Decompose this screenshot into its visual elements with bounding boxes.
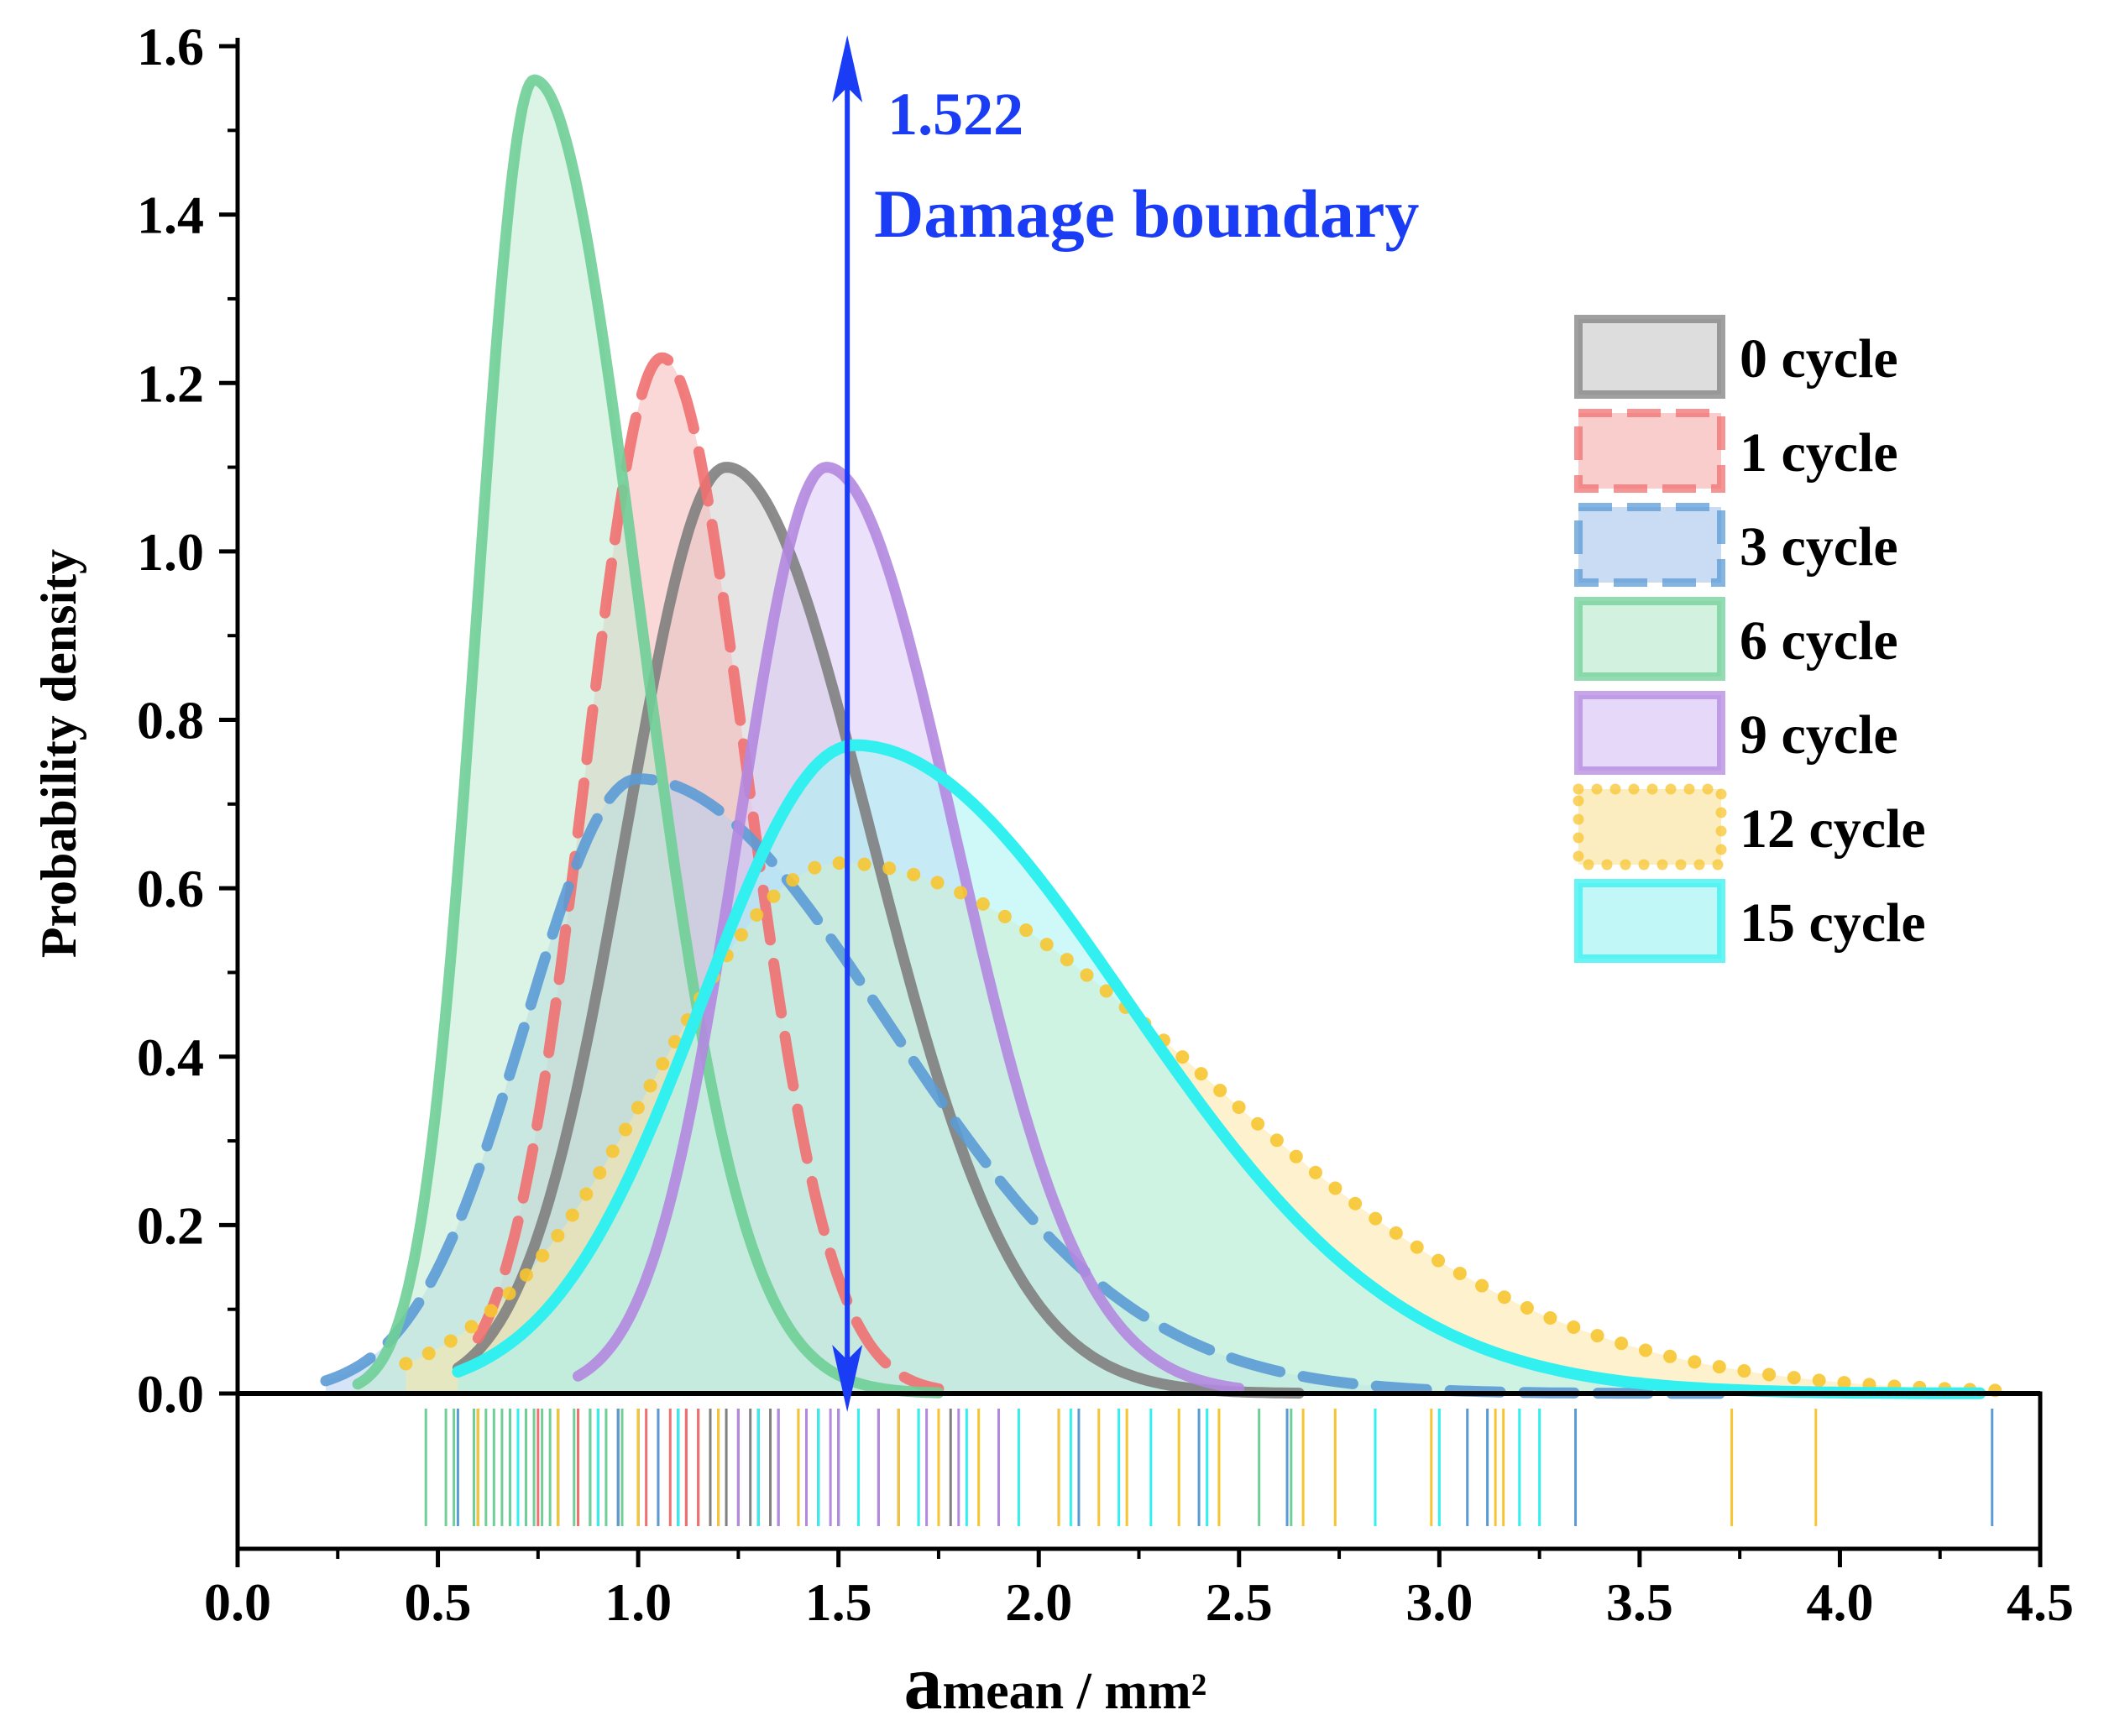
- x-tick-label: 1.0: [605, 1572, 672, 1632]
- y-tick-label: 0.6: [137, 859, 204, 918]
- x-tick-label: 4.0: [1806, 1572, 1873, 1632]
- legend-swatch-3-cycle: [1574, 503, 1725, 587]
- boundary-arrow-head-up: [832, 35, 863, 102]
- x-tick-label: 3.5: [1606, 1572, 1673, 1632]
- y-tick-label: 0.4: [137, 1027, 204, 1087]
- annotation-value: 1.522: [887, 81, 1023, 148]
- axes: 0.00.20.40.60.81.01.21.41.60.0 0.5 1.0 1.5 2…: [137, 17, 2074, 1632]
- x-tick-label: 2.5: [1206, 1572, 1273, 1632]
- legend-swatch-1-cycle: [1574, 409, 1725, 493]
- x-axis-label: amean / mm²: [904, 1639, 1207, 1725]
- y-tick-label: 1.6: [137, 17, 204, 76]
- y-tick-label: 1.2: [137, 353, 204, 413]
- legend-label-12-cycle: 12 cycle: [1740, 798, 1926, 860]
- damage-boundary-annotation: 1.522 Damage boundary: [832, 35, 1419, 1412]
- x-tick-label: 0.5: [405, 1572, 472, 1632]
- x-tick-label: 1.5: [805, 1572, 872, 1632]
- curve-15-cycle: [452, 739, 1986, 1399]
- x-axis-label-sub: mean / mm²: [943, 1663, 1207, 1720]
- rug-plot: [424, 1409, 1994, 1526]
- curve-9-cycle: [573, 462, 1245, 1394]
- y-tick-label: 0.0: [137, 1364, 204, 1424]
- x-axis-label-main: a: [904, 1639, 943, 1725]
- legend-swatch-0-cycle: [1574, 315, 1725, 399]
- legend: 0 cycle 1 cycle 3 cycle 6 cycle 9 cycle 12 cy…: [1573, 315, 1926, 963]
- curve-0-cycle: [452, 462, 1305, 1399]
- curve-12-cycle: [399, 856, 2028, 1399]
- legend-label-6-cycle: 6 cycle: [1740, 610, 1898, 672]
- legend-label-0-cycle: 0 cycle: [1740, 328, 1898, 390]
- legend-label-15-cycle: 15 cycle: [1740, 892, 1926, 954]
- y-tick-label: 1.0: [137, 522, 204, 582]
- area-15-cycle: [458, 745, 1981, 1394]
- x-tick-label: 4.5: [2007, 1572, 2074, 1632]
- x-tick-label: 0.0: [204, 1572, 271, 1632]
- x-tick-label: 2.0: [1005, 1572, 1072, 1632]
- y-axis-label: Probability density: [31, 549, 86, 958]
- x-tick-label: 3.0: [1405, 1572, 1473, 1632]
- rug-panel-frame: [235, 1391, 2043, 1551]
- legend-swatch-6-cycle: [1574, 597, 1725, 681]
- legend-label-3-cycle: 3 cycle: [1740, 516, 1898, 578]
- y-tick-label: 0.8: [137, 691, 204, 750]
- legend-swatch-15-cycle: [1574, 879, 1725, 963]
- legend-label-9-cycle: 9 cycle: [1740, 704, 1898, 766]
- boundary-arrow-head-down: [832, 1345, 863, 1412]
- y-tick-label: 1.4: [137, 186, 204, 245]
- curve-1-cycle: [472, 352, 945, 1394]
- legend-swatch-9-cycle: [1574, 691, 1725, 775]
- legend-swatch-12-cycle: [1573, 783, 1727, 871]
- annotation-label: Damage boundary: [874, 175, 1419, 252]
- y-tick-label: 0.2: [137, 1195, 204, 1255]
- legend-label-1-cycle: 1 cycle: [1740, 422, 1898, 484]
